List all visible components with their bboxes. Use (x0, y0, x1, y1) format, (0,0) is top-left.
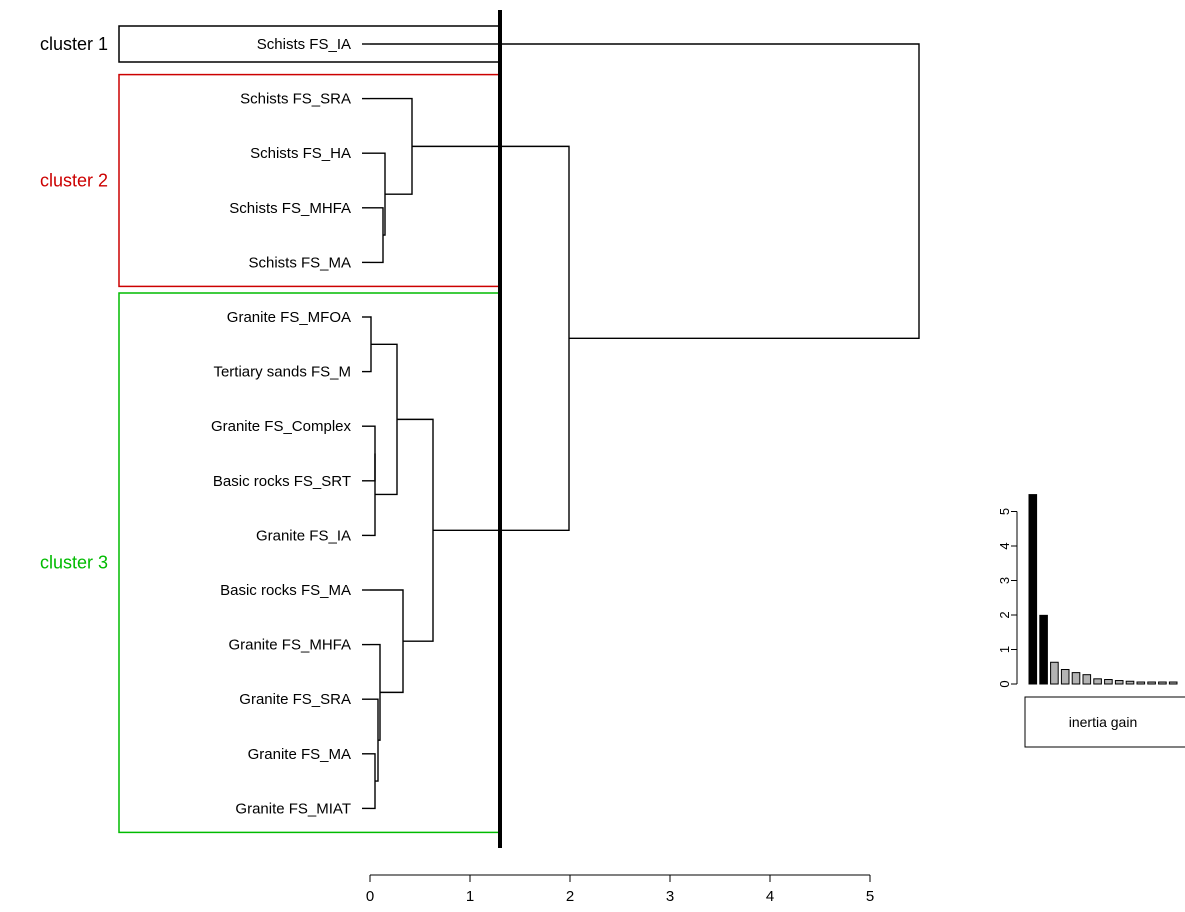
inset-bar (1071, 672, 1081, 685)
inset-bar (1147, 681, 1156, 685)
inset-bar (1060, 669, 1070, 685)
dendrogram-branches (362, 43, 920, 810)
inset-y-tick-label: 1 (997, 646, 1012, 653)
inset-bar (1093, 678, 1102, 685)
dendrogram-branch (370, 425, 376, 482)
leaf-label: Basic rocks FS_SRT (213, 473, 351, 490)
inset-bar (1125, 680, 1135, 685)
leaf-label: Granite FS_MFOA (227, 309, 351, 326)
x-tick-label: 2 (566, 888, 574, 905)
x-tick-label: 4 (766, 888, 774, 905)
inset-bar (1158, 681, 1167, 685)
inset-bar (1028, 494, 1038, 685)
leaf-label: Granite FS_MA (248, 746, 351, 763)
x-tick-label: 1 (466, 888, 474, 905)
x-tick-label: 3 (666, 888, 674, 905)
inset-bar (1104, 679, 1113, 685)
dendrogram-branch (370, 698, 379, 782)
dendrogram-branch (370, 753, 376, 810)
inset-y-tick-label: 4 (997, 542, 1012, 549)
dendrogram-branch (370, 316, 372, 373)
inertia-gain-inset: 0 1 2 3 4 5 inertia gain (997, 494, 1185, 748)
leaf-label: Tertiary sands FS_M (213, 364, 351, 381)
leaf-labels: Schists FS_IA Schists FS_SRA Schists FS_HA… (211, 36, 352, 817)
dendrogram-branch (370, 589, 404, 694)
dendrogram-branch (370, 453, 376, 537)
inset-bar (1082, 674, 1092, 685)
leaf-label: Schists FS_IA (257, 36, 351, 53)
leaf-label: Granite FS_MIAT (235, 800, 351, 817)
leaf-label: Granite FS_SRA (239, 691, 351, 708)
inset-bar (1114, 680, 1124, 685)
x-tick-label: 0 (366, 888, 374, 905)
inset-y-tick-label: 5 (997, 508, 1012, 515)
leaf-label: Granite FS_MHFA (228, 637, 351, 654)
inset-bar (1039, 614, 1048, 685)
dendrogram-branch (370, 97, 413, 195)
x-tick-label: 5 (866, 888, 874, 905)
leaf-label: Schists FS_MA (248, 254, 351, 271)
inset-y-tick-label: 0 (997, 680, 1012, 687)
inset-y-tick-label: 2 (997, 611, 1012, 618)
leaf-label: Schists FS_SRA (240, 91, 351, 108)
leaf-label: Granite FS_IA (256, 527, 351, 544)
leaf-label: Schists FS_HA (250, 145, 351, 162)
cluster-label: cluster 3 (40, 553, 108, 573)
cluster-label: cluster 2 (40, 171, 108, 191)
inset-caption-box (1024, 696, 1185, 748)
dendrogram-branch (412, 145, 570, 531)
inset-bar (1136, 681, 1146, 685)
leaf-label: Basic rocks FS_MA (220, 582, 351, 599)
inset-bar (1168, 681, 1178, 685)
inset-y-tick-label: 3 (997, 577, 1012, 584)
cluster-label: cluster 1 (40, 34, 108, 54)
dendrogram-branch (370, 43, 920, 340)
leaf-label: Granite FS_Complex (211, 418, 352, 435)
dendrogram-branch (370, 207, 384, 264)
inset-bar (1050, 661, 1059, 685)
cluster-labels: cluster 1 cluster 2 cluster 3 (40, 34, 108, 573)
leaf-label: Schists FS_MHFA (229, 200, 351, 217)
x-axis: 0 1 2 3 4 5 (366, 874, 874, 905)
inset-caption: inertia gain (1069, 714, 1138, 730)
